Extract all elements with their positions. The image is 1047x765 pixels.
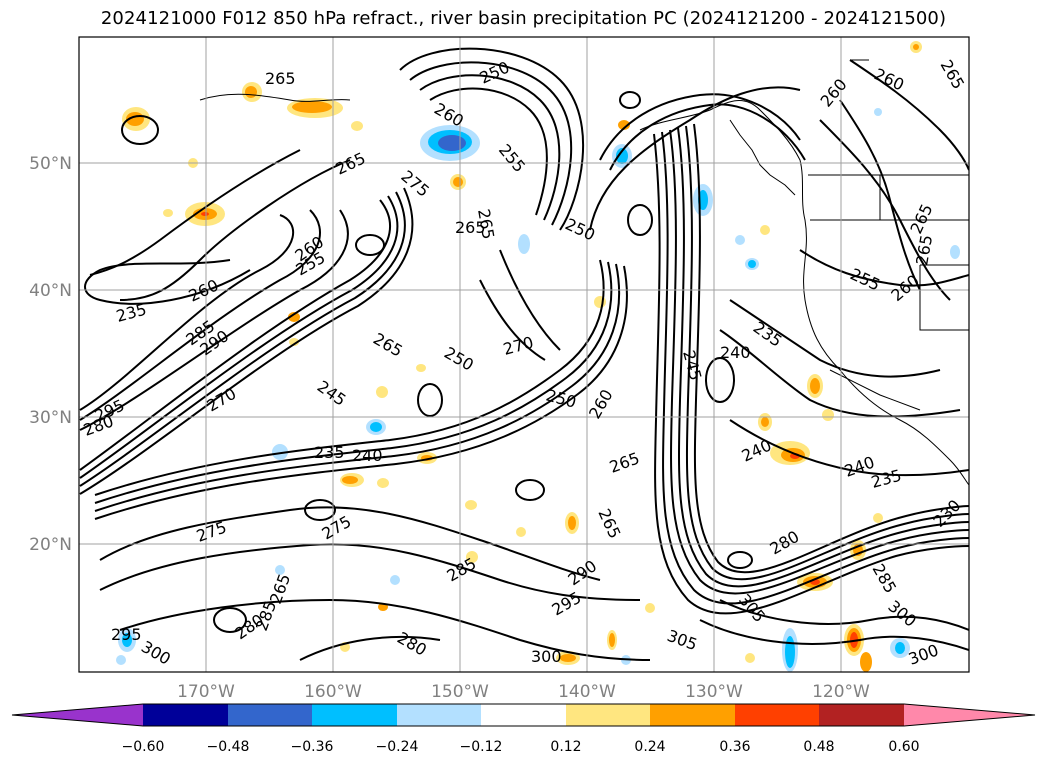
- contour-label: 300: [531, 647, 562, 666]
- lon-label-150w: 150°W: [431, 682, 489, 702]
- colorbar-segment: [397, 704, 481, 726]
- lon-label-160w: 160°W: [304, 682, 362, 702]
- contour-label: 265: [455, 218, 486, 237]
- colorbar-ticks: −0.60 −0.48 −0.36 −0.24 −0.12 0.12 0.24 …: [122, 739, 920, 755]
- lat-label-50n: 50°N: [29, 154, 72, 174]
- colorbar-tick: −0.12: [460, 739, 503, 755]
- lon-label-140w: 140°W: [558, 682, 616, 702]
- contour-label: 235: [314, 443, 345, 462]
- colorbar-tick: 0.12: [550, 739, 581, 755]
- colorbar-segment: [228, 704, 312, 726]
- map-frame: [78, 36, 970, 673]
- colorbar-min-extend: [12, 704, 143, 726]
- colorbar-segment: [819, 704, 904, 726]
- colorbar-segment: [650, 704, 735, 726]
- lon-label-170w: 170°W: [177, 682, 235, 702]
- contour-label: 265: [265, 69, 296, 88]
- colorbar-segment: [143, 704, 228, 726]
- contour-label: 240: [720, 343, 751, 362]
- colorbar-tick: −0.36: [291, 739, 334, 755]
- longitude-labels: 170°W 160°W 150°W 140°W 130°W 120°W: [177, 682, 870, 702]
- colorbar-tick: −0.24: [376, 739, 419, 755]
- lon-label-130w: 130°W: [685, 682, 743, 702]
- gridlines: [79, 37, 969, 672]
- map-title: 2024121000 F012 850 hPa refract., river …: [100, 8, 947, 29]
- colorbar-segment: [481, 704, 566, 726]
- colorbar-max-extend: [904, 704, 1035, 726]
- lon-label-120w: 120°W: [812, 682, 870, 702]
- colorbar-tick: −0.48: [207, 739, 250, 755]
- colorbar-tick: 0.36: [719, 739, 750, 755]
- colorbar-segment: [566, 704, 650, 726]
- refractivity-contours: [79, 47, 969, 661]
- lat-label-20n: 20°N: [29, 535, 72, 555]
- colorbar-segment: [735, 704, 819, 726]
- colorbar-tick: 0.48: [803, 739, 834, 755]
- map-area: [79, 37, 969, 672]
- colorbar: −0.60 −0.48 −0.36 −0.24 −0.12 0.12 0.24 …: [11, 703, 1036, 755]
- contour-label: 295: [111, 625, 142, 644]
- colorbar-tick: 0.24: [634, 739, 665, 755]
- coastlines: [199, 59, 969, 486]
- colorbar-tick: −0.60: [122, 739, 165, 755]
- colorbar-tick: 0.60: [888, 739, 919, 755]
- lat-label-30n: 30°N: [29, 408, 72, 428]
- contour-label: 240: [352, 446, 383, 465]
- latitude-labels: 50°N 40°N 30°N 20°N: [29, 154, 72, 555]
- colorbar-segment: [312, 704, 397, 726]
- lat-label-40n: 40°N: [29, 281, 72, 301]
